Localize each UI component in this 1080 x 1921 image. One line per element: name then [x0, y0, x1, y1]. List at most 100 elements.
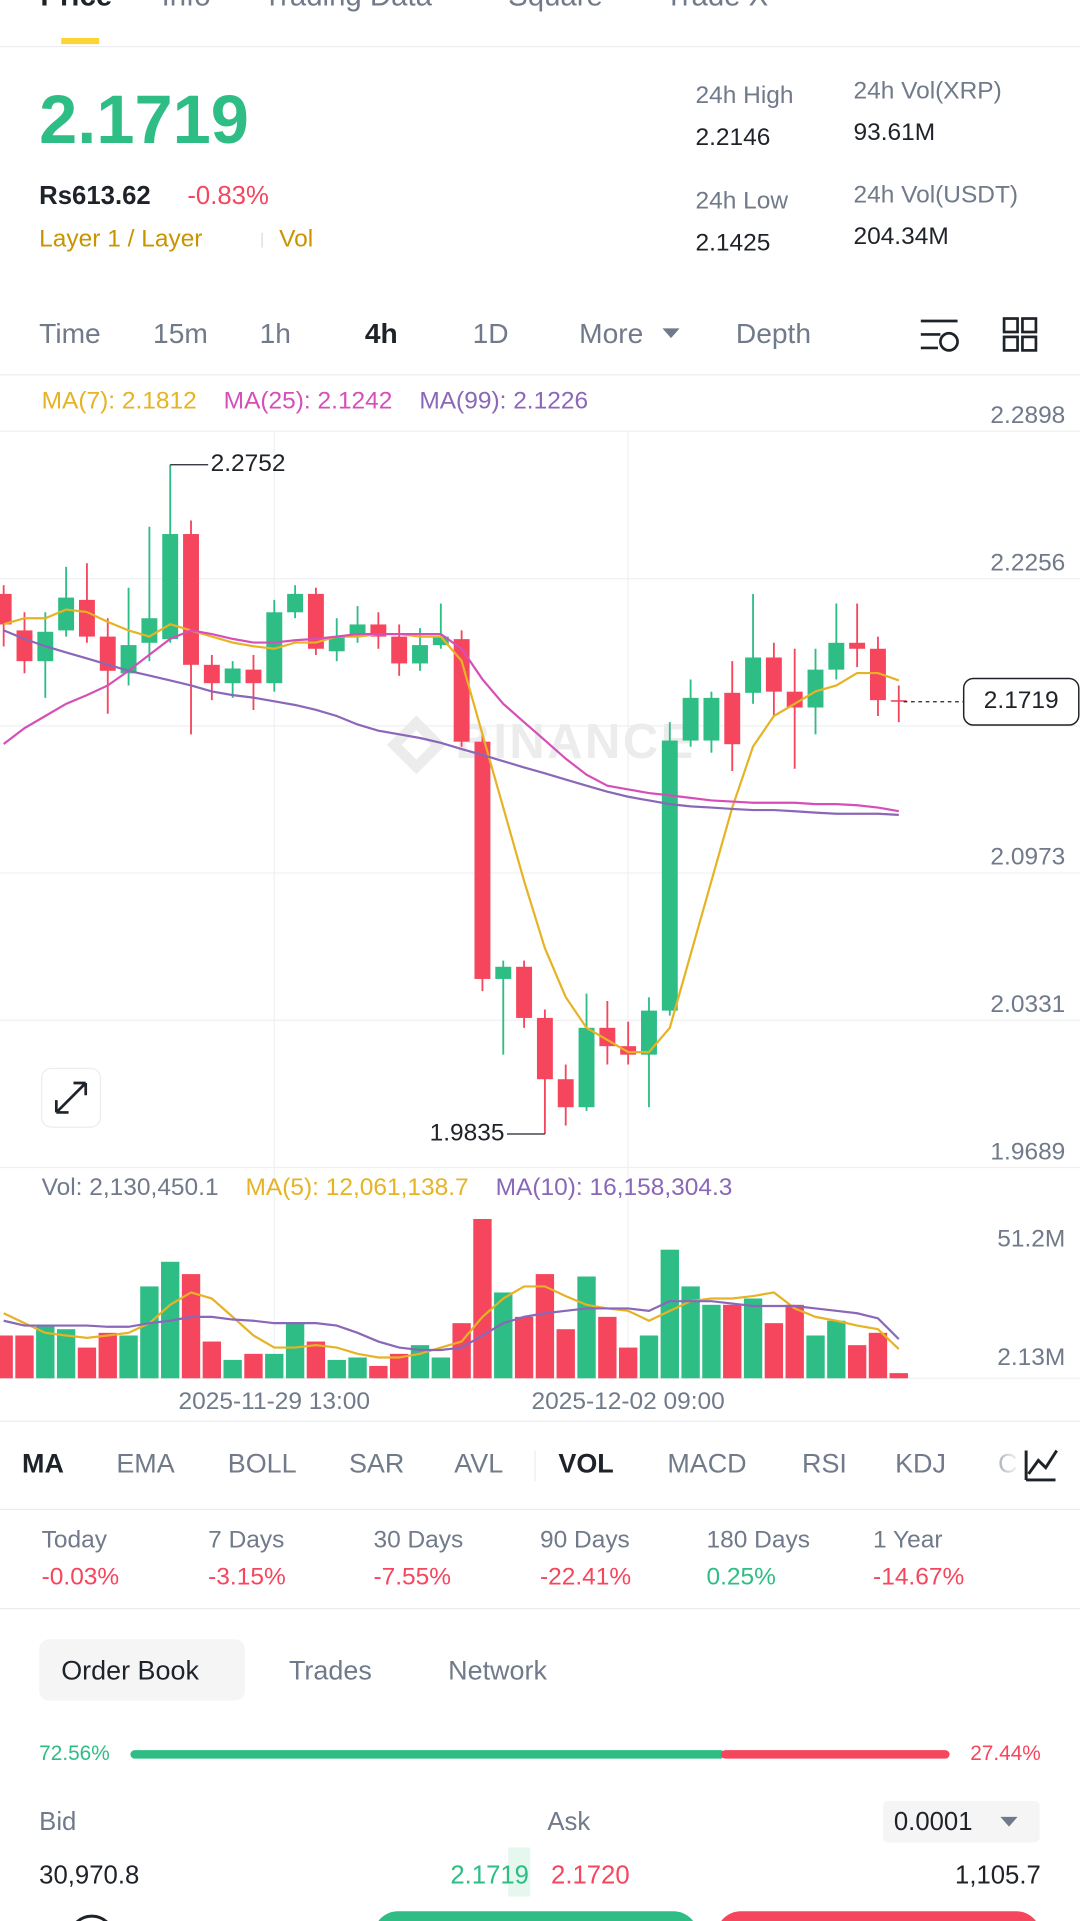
candle-body	[786, 691, 803, 708]
interval[interactable]: Time	[39, 317, 101, 349]
y-tick-label: 2.0331	[990, 991, 1065, 1018]
sell-button[interactable]	[716, 1911, 1040, 1921]
ma-line	[3, 629, 899, 813]
candle-body	[0, 593, 12, 625]
indicator-tab[interactable]: VOL	[558, 1448, 613, 1478]
y-tick-label: 1.9689	[990, 1138, 1065, 1165]
candle-body	[890, 700, 907, 702]
volume-bar	[56, 1329, 76, 1379]
stat-value: 2.1425	[696, 229, 771, 256]
fade	[979, 1445, 1022, 1488]
tab[interactable]: Price	[40, 0, 112, 12]
interval[interactable]: 4h	[365, 317, 398, 349]
volume-bar	[764, 1323, 784, 1379]
indicator-tab[interactable]: MA	[22, 1448, 64, 1478]
candle-body	[307, 593, 324, 649]
period-change: -0.03%	[42, 1563, 120, 1590]
ask-header: Ask	[547, 1808, 590, 1836]
candle-body	[78, 599, 95, 637]
candle-body	[453, 639, 470, 742]
candle-body	[391, 636, 408, 664]
candle-body	[807, 669, 824, 708]
indicator-tab[interactable]: KDJ	[895, 1448, 946, 1478]
interval[interactable]: 1D	[473, 317, 509, 349]
precision-select[interactable]	[882, 1800, 1040, 1843]
candle-body	[682, 697, 699, 741]
chart-settings-icon[interactable]	[920, 319, 959, 352]
orderbook-tab[interactable]: Network	[448, 1655, 547, 1685]
stat-value: 93.61M	[853, 119, 935, 146]
period-change: -22.41%	[540, 1563, 631, 1590]
buy-button[interactable]	[373, 1911, 697, 1921]
volume-bar	[77, 1347, 97, 1379]
candle-body	[745, 657, 762, 693]
y-tick-label: 2.0973	[990, 844, 1065, 871]
interval[interactable]: Depth	[736, 317, 811, 349]
indicator-tab[interactable]: RSI	[802, 1448, 847, 1478]
tag[interactable]: Layer 1 / Layer	[39, 226, 202, 253]
indicator-tab[interactable]: AVL	[454, 1448, 503, 1478]
ask-price: 2.1720	[551, 1862, 630, 1890]
interval[interactable]: More	[579, 317, 643, 349]
tab[interactable]: Square	[508, 0, 603, 12]
candle-body	[724, 692, 741, 745]
candle-body	[183, 534, 199, 665]
chart-icon[interactable]	[1024, 1449, 1058, 1482]
tag[interactable]: Vol	[279, 226, 313, 253]
period-label: 90 Days	[540, 1527, 630, 1554]
candle-body	[578, 1027, 595, 1108]
volume-bar	[369, 1365, 388, 1379]
interval[interactable]: 1h	[260, 317, 291, 349]
indicator-tab[interactable]: BOLL	[228, 1448, 297, 1478]
period-change: 0.25%	[707, 1563, 776, 1590]
x-tick-label: 2025-11-29 13:00	[179, 1388, 370, 1415]
icon[interactable]	[70, 1914, 114, 1921]
orderbook-tab[interactable]: Order Book	[61, 1655, 199, 1685]
volume-bar	[827, 1320, 846, 1379]
period-label: 1 Year	[873, 1527, 942, 1554]
candle-body	[203, 664, 220, 684]
legend-entry: MA(5): 12,061,138.7	[246, 1174, 469, 1201]
orderbook-tab[interactable]: Trades	[289, 1655, 372, 1685]
volume-bar	[265, 1353, 284, 1379]
volume-bar	[598, 1316, 617, 1379]
bid-price: 2.1719	[450, 1862, 529, 1890]
more-caret	[662, 328, 680, 339]
indicator-tab[interactable]: EMA	[116, 1448, 174, 1478]
volume-bar	[431, 1357, 450, 1379]
tab[interactable]: Info	[162, 0, 211, 12]
stat-value: 2.2146	[696, 124, 771, 151]
candle-body	[328, 636, 345, 652]
volume-bar	[202, 1341, 222, 1379]
period-change: -7.55%	[373, 1563, 451, 1590]
watermark-text: BINANCE	[456, 715, 696, 769]
volume-bar	[15, 1335, 34, 1379]
stat-label: 24h Low	[696, 188, 789, 215]
volume-bar	[660, 1249, 679, 1379]
expand-button[interactable]	[41, 1067, 102, 1128]
candle-body	[141, 618, 158, 643]
candle-body	[287, 593, 304, 613]
candle-body	[412, 645, 428, 664]
tab[interactable]: Trade X	[665, 0, 768, 12]
volume-bar	[618, 1347, 638, 1379]
legend-entry: MA(10): 16,158,304.3	[496, 1174, 733, 1201]
legend-entry: MA(25): 2.1242	[224, 387, 393, 414]
volume-bar	[743, 1298, 763, 1379]
price-change: -0.83%	[187, 182, 268, 210]
layout-icon[interactable]	[1002, 317, 1038, 352]
volume-bar	[473, 1218, 492, 1379]
period-change: -14.67%	[873, 1563, 964, 1590]
tab[interactable]: Trading Data	[263, 0, 432, 12]
period-label: Today	[42, 1527, 108, 1554]
candle-body	[536, 1017, 553, 1080]
interval[interactable]: 15m	[153, 317, 208, 349]
candle-body	[162, 534, 179, 640]
indicator-tab[interactable]: MACD	[667, 1448, 746, 1478]
volume-bar	[785, 1304, 804, 1379]
indicator-tab[interactable]: SAR	[349, 1448, 404, 1478]
stat-label: 24h Vol(XRP)	[853, 77, 1001, 104]
volume-bar	[36, 1325, 55, 1379]
candle-body	[120, 645, 137, 674]
candle-body	[620, 1046, 637, 1055]
